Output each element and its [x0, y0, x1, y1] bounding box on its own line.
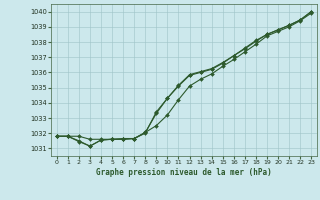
X-axis label: Graphe pression niveau de la mer (hPa): Graphe pression niveau de la mer (hPa) [96, 168, 272, 177]
